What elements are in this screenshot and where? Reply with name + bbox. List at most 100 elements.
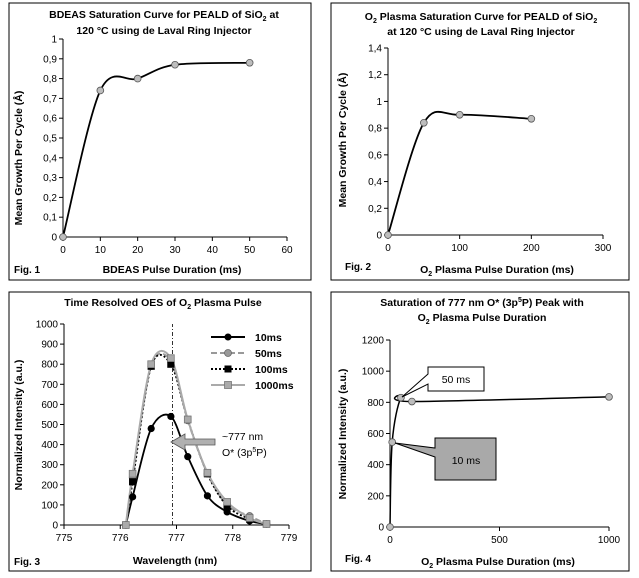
fig3-data-point [167,412,175,421]
fig1-x-tick-label: 0 [60,245,66,256]
callout-50ms-box [401,366,485,398]
fig3-data-point [129,493,137,501]
legend-marker-50ms [224,349,232,357]
fig3-x-tick-label: 779 [281,533,298,544]
fig1-x-tick-label: 60 [281,245,293,256]
fig2-y-tick-label: 0,2 [368,204,382,215]
fig2-data-point [527,114,536,123]
fig1-x-tick-label: 20 [132,245,144,256]
fig1-title-line1: BDEAS Saturation Curve for PEALD of SiO2… [49,9,279,23]
fig4-y-tick-label: 400 [367,460,384,471]
fig3-series-line [124,349,267,526]
fig4-y-tick-label: 200 [367,491,384,502]
panel-4-frame [330,291,630,572]
legend-marker-1000ms [224,381,232,389]
fig1-label: Fig. 1 [14,265,41,276]
callout-10ms-text: 10 ms [452,455,481,467]
fig4-x-tick-label: 500 [491,535,508,546]
fig4-y-axis-label: Normalized Intensity (a.u.) [337,369,349,500]
fig4-series-line [389,394,610,528]
callout-10ms-box [394,437,497,481]
fig3-data-point [184,453,192,461]
fig2-y-tick-label: 1,2 [368,70,382,81]
fig2-title-line2: at 120 °C using de Laval Ring Injector [387,26,574,38]
fig3-title: Time Resolved OES of O2 Plasma Pulse [64,297,262,311]
fig1-x-tick-label: 30 [169,245,181,256]
legend-marker-100ms [224,365,232,373]
fig2-x-tick-label: 0 [385,243,391,254]
fig3-label: Fig. 3 [14,557,41,568]
fig1-data-point [245,58,254,67]
fig4-y-tick-label: 800 [367,398,384,409]
fig4-title-line1: Saturation of 777 nm O* (3p5P) Peak with [380,297,583,309]
chart-fig3: Time Resolved OES of O2 Plasma Pulse Nor… [13,297,298,568]
fig1-y-axis-label: Mean Growth Per Cycle (Å) [12,91,25,226]
fig4-y-tick-label: 1000 [362,367,385,378]
fig1-x-tick-label: 10 [95,245,107,256]
fig3-y-tick-label: 600 [41,400,58,411]
fig2-y-tick-label: 1 [376,97,382,108]
fig4-y-tick-label: 600 [367,429,384,440]
fig2-data-point [420,119,428,127]
fig2-label: Fig. 2 [345,262,372,273]
fig3-data-point [147,360,155,368]
fig2-series-line [387,110,532,236]
chart-fig4: Saturation of 777 nm O* (3p5P) Peak with… [337,297,621,570]
panel-1-frame [8,2,312,281]
fig4-label: Fig. 4 [345,554,372,565]
fig2-title-line1: O2 Plasma Saturation Curve for PEALD of … [365,11,598,25]
fig1-data-point [59,233,67,241]
fig3-x-tick-label: 775 [56,533,73,544]
fig3-x-tick-label: 778 [224,533,241,544]
callout-50ms: 50 ms [401,366,485,398]
fig3-y-tick-label: 1000 [36,320,59,331]
fig3-y-tick-label: 200 [41,480,58,491]
fig3-y-tick-label: 500 [41,420,58,431]
fig3-data-point [128,469,137,478]
fig3-x-tick-label: 776 [112,533,129,544]
fig2-y-tick-label: 0,8 [368,124,382,135]
annotation-text-line2: O* (3p5P) [222,447,267,459]
fig2-y-tick-label: 0,6 [368,150,382,161]
fig3-data-point [245,514,254,522]
fig1-y-tick-label: 0,2 [43,193,57,204]
fig1-y-tick-label: 0,5 [43,134,57,145]
chart-fig1: BDEAS Saturation Curve for PEALD of SiO2… [12,9,293,276]
callout-10ms: 10 ms [394,437,497,481]
fig1-y-tick-label: 0,4 [43,153,57,164]
fig4-data-point [388,438,396,446]
fig2-y-axis-label: Mean Growth Per Cycle (Å) [336,73,349,208]
callout-50ms-text: 50 ms [442,374,471,386]
fig1-data-point [133,74,142,83]
fig1-series-line [62,61,250,238]
fig3-y-tick-label: 700 [41,380,58,391]
fig3-y-tick-label: 800 [41,360,58,371]
fig4-x-tick-label: 1000 [598,535,621,546]
panel-3-frame [8,291,312,572]
fig4-title-line2: O2 Plasma Pulse Duration [418,312,547,326]
fig3-peak-annotation: ~777 nm O* (3p5P) [170,431,267,459]
fig3-x-axis-label: Wavelength (nm) [133,555,217,567]
fig2-data-point [455,110,464,119]
legend-label-10ms: 10ms [255,332,282,344]
fig4-x-tick-label: 0 [387,535,393,546]
fig1-data-point [171,60,179,69]
fig3-y-tick-label: 0 [52,521,58,532]
fig3-data-point [223,498,231,506]
fig1-x-tick-label: 40 [207,245,219,256]
fig4-y-tick-label: 1200 [362,336,385,347]
fig1-data-point [96,86,105,95]
fig3-legend: 10ms 50ms 100ms 1000ms [211,332,294,392]
fig3-y-axis-label: Normalized Intensity (a.u.) [13,360,25,491]
fig1-x-axis-label: BDEAS Pulse Duration (ms) [103,264,242,276]
fig3-data-point [203,468,212,477]
fig1-y-tick-label: 0,8 [43,74,57,85]
fig2-x-axis-label: O2 Plasma Pulse Duration (ms) [420,264,574,278]
fig1-y-tick-label: 0 [51,233,57,244]
fig3-data-point [147,424,155,433]
legend-marker-10ms [224,333,232,341]
fig3-y-tick-label: 300 [41,460,58,471]
fig1-y-tick-label: 0,3 [43,173,57,184]
fig1-y-tick-label: 0,9 [43,54,57,65]
